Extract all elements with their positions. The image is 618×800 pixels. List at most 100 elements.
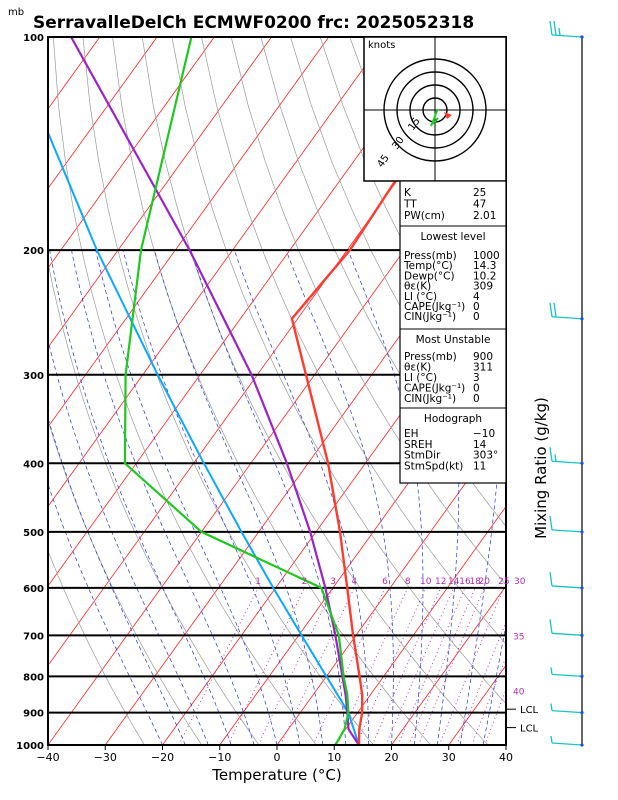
dry-adiabat-line [48,549,145,745]
right-axis-label: Mixing Ratio (g/kg) [532,397,550,539]
index-label: CIN(Jkg⁻¹) [404,311,456,323]
dry-adiabat-line [52,37,317,745]
isotherm-line [48,37,330,428]
wind-barb-shaft [551,585,583,589]
index-label: K [404,187,412,199]
moist-adiabat-line [95,250,278,745]
index-value: −10 [473,428,495,440]
wind-barb-dot [580,35,584,39]
unit-label: mb [8,7,24,18]
wind-barb-shaft [551,316,583,320]
wind-barb-flag [549,20,553,36]
y-tick-label: 900 [23,709,44,720]
index-value: 11 [473,460,486,472]
lcl-label: LCL [520,705,539,716]
mixing-ratio-line [418,587,485,745]
mixing-ratio-line [178,587,259,745]
isotherm-line [104,187,506,745]
x-tick-label: 10 [327,751,341,764]
mixing-ratio-line [408,587,476,745]
index-label: θε(K) [404,362,431,374]
index-label: StmSpd(kt) [404,460,463,472]
index-value: 14.3 [473,260,496,272]
index-label: SREH [404,439,433,451]
index-value: 3 [473,372,480,384]
wind-barb-flag [553,302,557,317]
hodograph-wind-arrow [432,117,439,125]
wind-barb-flag [553,20,557,36]
y-tick-label: 100 [23,33,44,44]
wind-barb-shaft [551,632,583,636]
isotherm-line [48,37,444,587]
storm-motion-marker [444,112,452,119]
index-label: LI (°C) [404,372,437,384]
mixing-ratio-label: 6 [382,577,388,587]
x-tick-label: 40 [499,751,513,764]
y-tick-label: 400 [23,459,44,470]
index-label: Dewp(°C) [404,270,455,282]
y-tick-label: 1000 [16,741,44,752]
dry-adiabat-line [230,37,506,586]
index-value: 47 [473,199,486,211]
wind-barb-half [550,667,553,675]
index-value: 4 [473,291,480,303]
lcl-label: LCL [520,724,539,735]
index-label: θε(K) [404,281,431,293]
dry-adiabat-line [48,260,260,745]
index-label: CAPE(Jkg⁻¹) [404,301,465,313]
index-label: StmDir [404,450,441,462]
wind-barb-shaft [551,673,583,678]
wind-barb-shaft [551,529,583,533]
wind-barb-dot [580,530,584,534]
index-value: 1000 [473,250,500,262]
pressure-axis: 100 200 300 400 500 600 700 800 900 1000 [16,33,44,752]
index-value: 25 [473,187,486,199]
moist-adiabat-line [285,249,394,745]
x-axis-label: Temperature (°C) [211,766,341,784]
wind-barb-dot [580,743,584,747]
isotherm-line [563,37,618,745]
moist-adiabat-line [505,743,506,745]
mixing-ratio-label: 18 [469,577,481,587]
index-value: 14 [473,439,487,451]
mixing-ratio-label: 3 [330,577,336,587]
wind-barb-flag [549,571,553,587]
mixing-ratio-label: 25 [498,577,509,587]
mixing-ratio-label: 2 [302,577,308,587]
wind-barb-flag [549,515,553,530]
x-tick-label: −10 [208,751,231,764]
index-label: Press(mb) [404,250,457,262]
wind-barb-half [554,454,557,462]
dry-adiabat-trace [48,130,360,745]
index-label: TT [403,199,417,211]
dry-adiabat-line [260,37,506,527]
isotherm-line [48,37,215,269]
wind-barb-dot [580,586,584,590]
wind-barb-shaft [551,709,583,714]
index-value: 0 [473,311,480,323]
wind-barb-flag [549,302,553,317]
index-value: 10.2 [473,270,496,282]
wind-barb-flag [549,619,553,634]
indices-panel: K 25 TT 47 PW(cm) 2.01 Lowest level Press(mb)… [399,180,507,484]
mixing-ratio-line [336,587,409,745]
mixing-ratio-label: 1 [255,577,261,587]
wind-barb-dot [580,674,584,678]
mixing-ratio-label: 40 [513,687,525,697]
index-label: PW(cm) [404,210,445,222]
isotherm-line [48,37,387,508]
temperature-trace [290,37,488,745]
wind-barb-dot [580,461,584,465]
mixing-ratio-label: 35 [513,632,524,642]
isotherm-line [333,505,506,745]
index-label: LI (°C) [404,291,437,303]
most-unstable-title: Most Unstable [416,334,491,346]
index-value: 2.01 [473,210,496,222]
wind-barb-half [550,735,553,744]
wind-barb-dot [580,633,584,637]
mixing-ratio-label: 14 [448,577,460,587]
mixing-ratio-label: 8 [405,577,411,587]
index-label: EH [404,428,419,440]
